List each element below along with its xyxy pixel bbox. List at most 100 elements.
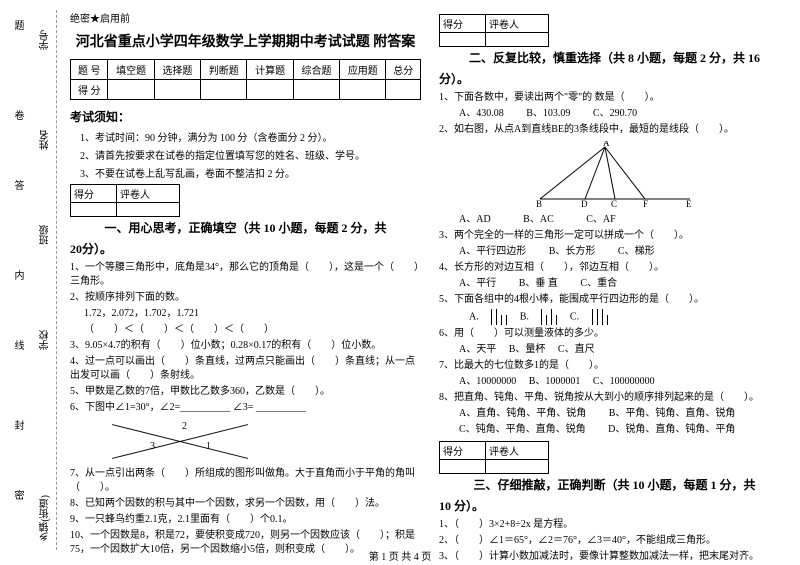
q2-4: 4、长方形的对边互相（ ），邻边互相（ ）。 <box>439 261 790 275</box>
q2-2a: A、AD <box>459 214 491 225</box>
q2-1b: B、103.09 <box>526 108 570 119</box>
bars-b <box>539 309 559 325</box>
bind-side-4: 线 <box>10 340 25 350</box>
tri-A: A <box>603 141 610 148</box>
ss-c1: 得分 <box>71 185 117 203</box>
hdr-4: 计算题 <box>247 60 293 80</box>
q1-2a: 1.72，2.072，1.702，1.721 <box>84 307 421 321</box>
q2-4b: B、垂 直 <box>519 278 558 289</box>
exam-title: 河北省重点小学四年级数学上学期期中考试试题 附答案 <box>70 31 421 51</box>
blank-cell <box>440 33 486 47</box>
hdr-2: 选择题 <box>154 60 200 80</box>
section1-score: 得分评卷人 <box>70 184 180 217</box>
notice-2: 2、请首先按要求在试卷的指定位置填写您的姓名、班级、学号。 <box>80 147 421 162</box>
row2-label: 得 分 <box>71 80 108 100</box>
q2-8: 8、把直角、钝角、平角、锐角按从大到小的顺序排列起来的是（ ）。 <box>439 391 790 405</box>
hdr-6: 应用题 <box>340 60 386 80</box>
q2-7b: B、1000001 <box>529 376 581 387</box>
blank-cell <box>247 80 293 100</box>
ss3-c1: 得分 <box>440 442 486 460</box>
bind-label-name: 姓名 <box>38 130 53 150</box>
q2-4c: C、重合 <box>580 278 617 289</box>
binding-dash-line <box>56 10 57 550</box>
q2-5b-label: B. <box>520 311 529 322</box>
blank-cell <box>201 80 247 100</box>
q2-7: 7、比最大的七位数多1的是（ ）。 <box>439 359 790 373</box>
q2-8d: D、锐角、直角、钝角、平角 <box>608 424 735 435</box>
bind-side-5: 封 <box>10 420 25 430</box>
q1-5: 5、甲数是乙数的7倍，甲数比乙数多360，乙数是（ ）。 <box>70 385 421 399</box>
page-content: 绝密★启用前 河北省重点小学四年级数学上学期期中考试试题 附答案 题 号 填空题… <box>70 10 790 550</box>
blank-cell <box>340 80 386 100</box>
right-column: 得分评卷人 二、反复比较，慎重选择（共 8 小题，每题 2 分，共 16 分）。… <box>439 10 790 550</box>
section3-title2: 10 分）。 <box>439 497 790 514</box>
notice-list: 1、考试时间：90 分钟，满分为 100 分（含卷面分 2 分）。 2、请首先按… <box>70 129 421 180</box>
blank-cell <box>116 203 179 217</box>
q2-2: 2、如右图，从点A到直线BE的3条线段中，最短的是线段（ ）。 <box>439 123 790 137</box>
q2-5-figs: A. B. C. <box>469 309 790 325</box>
bind-label-school: 学校 <box>38 330 53 350</box>
section3-score: 得分评卷人 <box>439 441 549 474</box>
q2-2-opts: A、AD B、AC C、AF <box>459 213 790 227</box>
q3-2: 2、（ ）∠1＝65°，∠2＝76°，∠3＝40°，不能组成三角形。 <box>439 534 790 548</box>
q2-8-opts1: A、直角、钝角、平角、锐角 B、平角、钝角、直角、锐角 <box>459 407 790 421</box>
notice-1: 1、考试时间：90 分钟，满分为 100 分（含卷面分 2 分）。 <box>80 129 421 144</box>
q2-6b: B、量杯 <box>509 344 546 355</box>
q2-6-opts: A、天平 B、量杯 C、直尺 <box>459 343 790 357</box>
q2-2c: C、AF <box>586 214 615 225</box>
tri-E: E <box>686 199 692 209</box>
confidential-mark: 绝密★启用前 <box>70 10 421 25</box>
tri-D: D <box>581 199 588 209</box>
q1-9: 9、一只蜂鸟约重2.1克，2.1里面有（ ）个0.1。 <box>70 513 421 527</box>
q1-2: 2、按顺序排列下面的数。 <box>70 291 421 305</box>
tri-F: F <box>643 199 648 209</box>
section3-title: 三、仔细推敲，正确判断（共 10 小题，每题 1 分，共 <box>439 476 790 493</box>
q2-8a: A、直角、钝角、平角、锐角 <box>459 408 586 419</box>
hdr-1: 填空题 <box>108 60 154 80</box>
q2-7-opts: A、10000000 B、1000001 C、100000000 <box>459 375 790 389</box>
q3-1: 1、（ ）3×2+8÷2x 是方程。 <box>439 518 790 532</box>
ss3-c2: 评卷人 <box>485 442 548 460</box>
section2-title2: 分）。 <box>439 70 790 87</box>
tri-B: B <box>536 199 542 209</box>
q2-6: 6、用（ ）可以测量液体的多少。 <box>439 327 790 341</box>
blank-cell <box>440 460 486 474</box>
hdr-5: 综合题 <box>293 60 339 80</box>
blank-cell <box>485 460 548 474</box>
blank-cell <box>108 80 154 100</box>
q2-5: 5、下面各组中的4根小棒，能围成平行四边形的是（ ）。 <box>439 293 790 307</box>
q2-8b: B、平角、钝角、直角、锐角 <box>609 408 736 419</box>
bind-label-xuehao: 学号 <box>38 30 53 50</box>
q2-7c: C、100000000 <box>593 376 655 387</box>
q2-8-opts2: C、钝角、平角、直角、锐角 D、锐角、直角、钝角、平角 <box>459 423 790 437</box>
section2-score: 得分评卷人 <box>439 14 549 47</box>
cross-label-1: 1 <box>206 441 211 452</box>
tri-C: C <box>611 199 617 209</box>
q2-3c: C、梯形 <box>618 246 655 257</box>
q2-3-opts: A、平行四边形 B、长方形 C、梯形 <box>459 245 790 259</box>
binding-margin: 学号 姓名 班级 学校 乡镇(街道) 题 卷 答 内 线 封 密 <box>0 0 65 560</box>
section1-title2: 20分）。 <box>70 240 421 257</box>
ss2-c2: 评卷人 <box>485 15 548 33</box>
hdr-0: 题 号 <box>71 60 108 80</box>
q2-1: 1、下面各数中，要读出两个"零"的 数是（ ）。 <box>439 91 790 105</box>
q2-1a: A、430.08 <box>459 108 504 119</box>
hdr-7: 总分 <box>386 60 421 80</box>
q2-4a: A、平行 <box>459 278 496 289</box>
q2-6a: A、天平 <box>459 344 496 355</box>
q2-7a: A、10000000 <box>459 376 516 387</box>
q1-3: 3、9.05×4.7的积有（ ）位小数；0.28×0.17的积有（ ）位小数。 <box>70 339 421 353</box>
blank-cell <box>71 203 117 217</box>
bind-side-0: 题 <box>10 20 25 30</box>
bars-a <box>489 309 509 325</box>
q2-3a: A、平行四边形 <box>459 246 526 257</box>
cross-label-2: 2 <box>182 421 187 432</box>
q1-2b: （ ）＜（ ）＜（ ）＜（ ） <box>84 323 421 337</box>
q1-7: 7、从一点引出两条（ ）所组成的图形叫做角。大于直角而小于平角的角叫（ ）。 <box>70 467 421 495</box>
q2-3b: B、长方形 <box>549 246 596 257</box>
blank-cell <box>293 80 339 100</box>
q2-1c: C、290.70 <box>593 108 637 119</box>
notice-3: 3、不要在试卷上乱写乱画，卷面不整洁扣 2 分。 <box>80 165 421 180</box>
q2-5c-label: C. <box>570 311 579 322</box>
q2-8c: C、钝角、平角、直角、锐角 <box>459 424 586 435</box>
